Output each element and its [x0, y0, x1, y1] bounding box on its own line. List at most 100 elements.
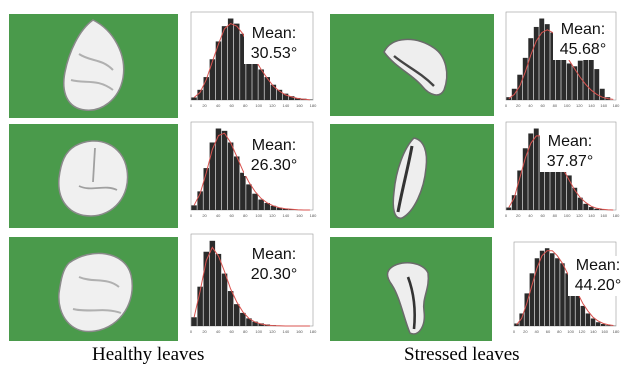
x-tick-label: 40: [534, 329, 539, 334]
x-tick-label: 60: [229, 213, 234, 218]
histogram-bar: [203, 77, 209, 100]
x-tick-label: 0: [190, 329, 193, 334]
x-tick-label: 120: [269, 213, 276, 218]
histogram-bar: [588, 32, 594, 100]
x-tick-label: 20: [202, 329, 207, 334]
x-tick-label: 80: [243, 329, 248, 334]
histogram-bar: [517, 74, 523, 100]
histogram-bar: [258, 199, 264, 210]
x-tick-label: 80: [553, 103, 558, 108]
histogram-bar: [215, 128, 222, 210]
stressed-leaf-image-1: [330, 14, 494, 116]
x-tick-label: 40: [528, 213, 533, 218]
histogram-bar: [197, 89, 203, 100]
healthy-mean-2: Mean: 26.30°: [244, 136, 304, 176]
histogram-bar: [264, 77, 270, 100]
histogram-bar: [544, 248, 550, 326]
histogram-svg: 0 20 40 60 80 100 120 140 160 180: [190, 233, 317, 334]
healthy-leaf-image-3: [9, 237, 178, 341]
plot-frame: [190, 233, 314, 327]
histogram-bar: [544, 140, 550, 210]
histogram-bar: [585, 313, 591, 326]
x-tick-label: 40: [528, 103, 533, 108]
histogram-bar: [575, 295, 580, 326]
histogram-bar: [528, 38, 534, 100]
histogram-bar: [270, 84, 277, 100]
histogram-bar: [555, 258, 560, 326]
histogram-bar: [606, 325, 611, 326]
x-tick-label: 100: [564, 213, 571, 218]
histogram-bar: [246, 184, 252, 210]
histogram-bar: [517, 170, 523, 210]
histogram-bar: [555, 43, 561, 100]
histogram-bar: [240, 172, 246, 210]
histogram-bar: [203, 251, 209, 326]
healthy-mean-1: Mean: 30.53°: [244, 24, 304, 64]
histogram-bar: [572, 187, 578, 210]
plot-frame: [190, 11, 314, 101]
x-tick-label: 160: [296, 103, 303, 108]
histogram-bar: [227, 18, 234, 101]
x-tick-label: 180: [310, 103, 317, 108]
histogram-bar: [258, 69, 264, 100]
x-tick-label: 140: [283, 329, 290, 334]
x-tick-label: 80: [553, 213, 558, 218]
x-tick-label: 60: [540, 213, 545, 218]
histogram-bar: [240, 312, 246, 326]
histogram-bar: [519, 313, 524, 326]
x-tick-label: 120: [269, 103, 276, 108]
x-tick-label: 120: [269, 329, 276, 334]
x-tick-label: 180: [613, 329, 620, 334]
x-tick-label: 60: [546, 329, 551, 334]
histogram-bar: [595, 322, 601, 326]
x-tick-label: 160: [296, 213, 303, 218]
histogram-bar: [524, 293, 529, 326]
x-tick-label: 0: [513, 329, 516, 334]
healthy-mean-3: Mean: 20.30°: [244, 245, 304, 285]
histogram-svg: 0 20 40 60 80 100 120 140 160 180: [505, 121, 620, 218]
fit-curve: [516, 250, 614, 326]
histogram-bar: [580, 305, 586, 326]
histogram-bar: [234, 156, 240, 210]
histogram-bar: [209, 142, 216, 210]
histogram-bar: [227, 291, 234, 326]
histogram-bar: [599, 88, 605, 100]
histogram-svg: 0 20 40 60 80 100 120 140 160 180: [513, 241, 620, 334]
x-tick-label: 80: [243, 213, 248, 218]
histogram-bar: [550, 253, 555, 326]
histogram-bar: [522, 57, 528, 100]
x-tick-label: 100: [564, 103, 571, 108]
histogram-bar: [594, 208, 600, 210]
fit-curve: [193, 132, 310, 211]
stressed-histogram-3: 0 20 40 60 80 100 120 140 160 180: [508, 240, 620, 336]
histogram-bar: [234, 304, 240, 326]
histogram-bar: [550, 32, 556, 100]
histogram-bar: [264, 203, 270, 210]
histogram-bar: [539, 250, 545, 326]
histogram-bar: [307, 99, 313, 100]
histogram-bar: [191, 317, 197, 326]
x-tick-label: 80: [557, 329, 562, 334]
histogram-bar: [215, 253, 222, 326]
histogram-bar: [203, 168, 209, 210]
histogram-bar: [511, 195, 517, 210]
histogram-svg: 0 20 40 60 80 100 120 140 160 180: [190, 11, 317, 108]
histogram-bar: [234, 23, 240, 100]
x-tick-label: 40: [216, 103, 221, 108]
histogram-bar: [191, 205, 197, 210]
x-tick-label: 160: [296, 329, 303, 334]
histogram-bar: [221, 130, 228, 210]
x-tick-label: 100: [255, 329, 262, 334]
healthy-leaf-image-2: [9, 124, 178, 228]
histogram-svg: 0 20 40 60 80 100 120 140 160 180: [190, 121, 317, 218]
x-tick-label: 80: [243, 103, 248, 108]
histogram-bar: [539, 135, 545, 210]
histogram-bar: [252, 321, 258, 326]
x-tick-label: 100: [567, 329, 574, 334]
stressed-leaf-image-3: [330, 237, 492, 341]
histogram-bar: [572, 66, 578, 100]
x-tick-label: 140: [590, 329, 597, 334]
x-tick-label: 140: [588, 213, 595, 218]
histogram-bar: [258, 323, 264, 326]
healthy-leaf-image-1: [9, 14, 178, 118]
